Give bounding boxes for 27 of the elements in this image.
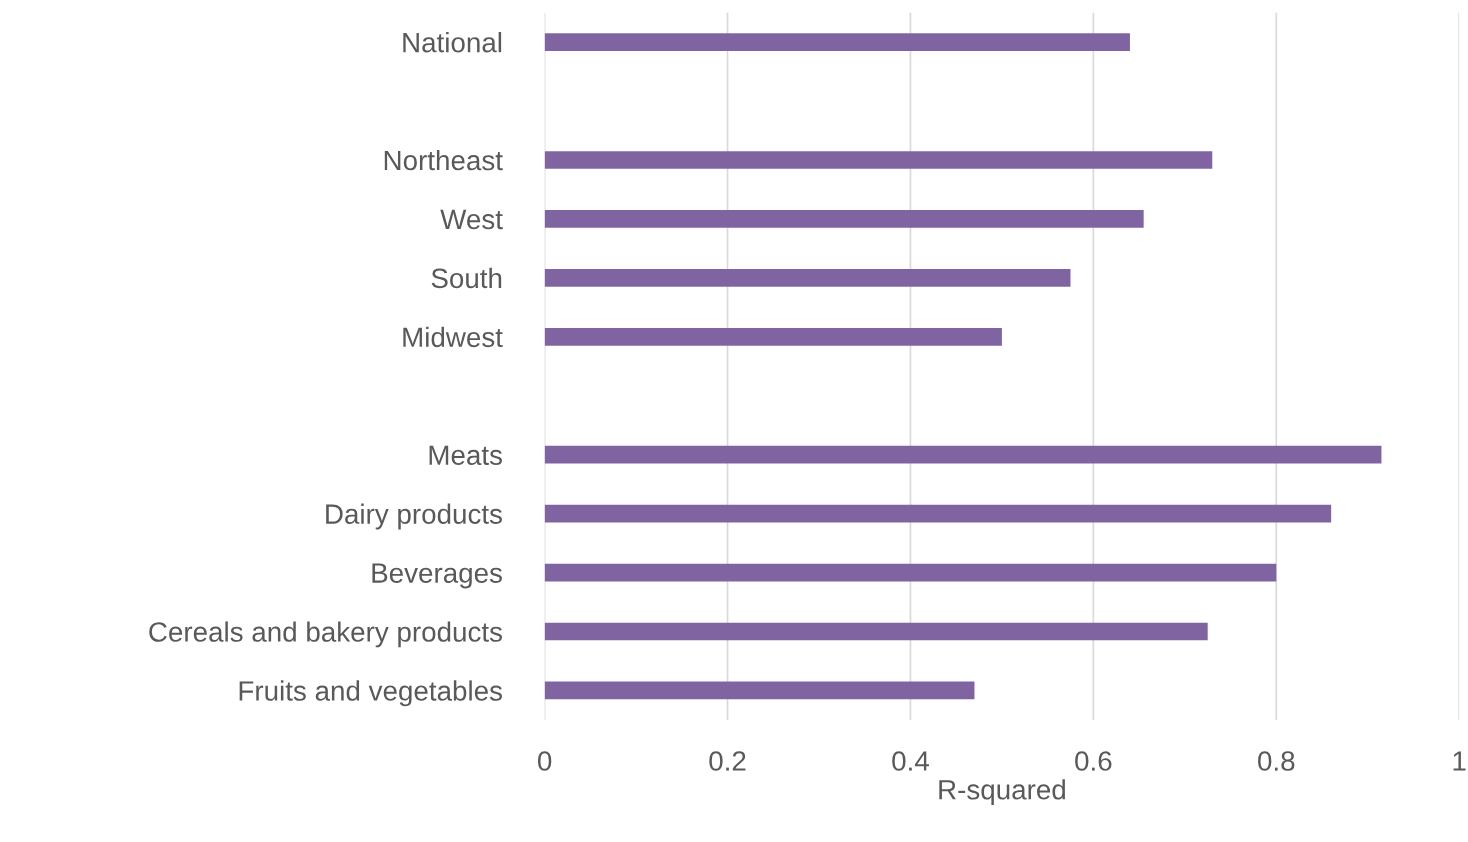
x-tick-label: 0.4 (892, 751, 929, 771)
y-tick-label: West (440, 209, 503, 230)
y-tick-label: South (431, 267, 502, 289)
bar (544, 504, 1332, 523)
x-tick-label: 0 (537, 751, 552, 771)
y-tick-label: Fruits and vegetables (239, 680, 502, 707)
bar (544, 622, 1208, 641)
bar (544, 445, 1382, 464)
y-tick-label: National (403, 32, 502, 53)
y-tick-label: Beverages (372, 563, 502, 589)
x-tick-label: 0.6 (1075, 751, 1112, 771)
y-tick-label: Cereals and bakery products (149, 621, 502, 648)
bar (544, 210, 1144, 228)
bar (544, 327, 1002, 346)
y-tick-label: Northeast (384, 149, 503, 171)
bar (544, 269, 1071, 287)
bar (544, 681, 975, 700)
bar (544, 33, 1130, 51)
y-tick-label: Meats (429, 445, 502, 466)
x-axis-title: R-squared (939, 779, 1065, 806)
bar (544, 563, 1277, 582)
bar (544, 151, 1213, 169)
y-tick-label: Dairy products (326, 503, 502, 530)
x-tick-label: 0.2 (709, 751, 746, 771)
x-tick-label: 1 (1453, 751, 1466, 771)
x-tick-label: 0.8 (1258, 751, 1295, 771)
y-tick-label: Midwest (403, 326, 503, 348)
